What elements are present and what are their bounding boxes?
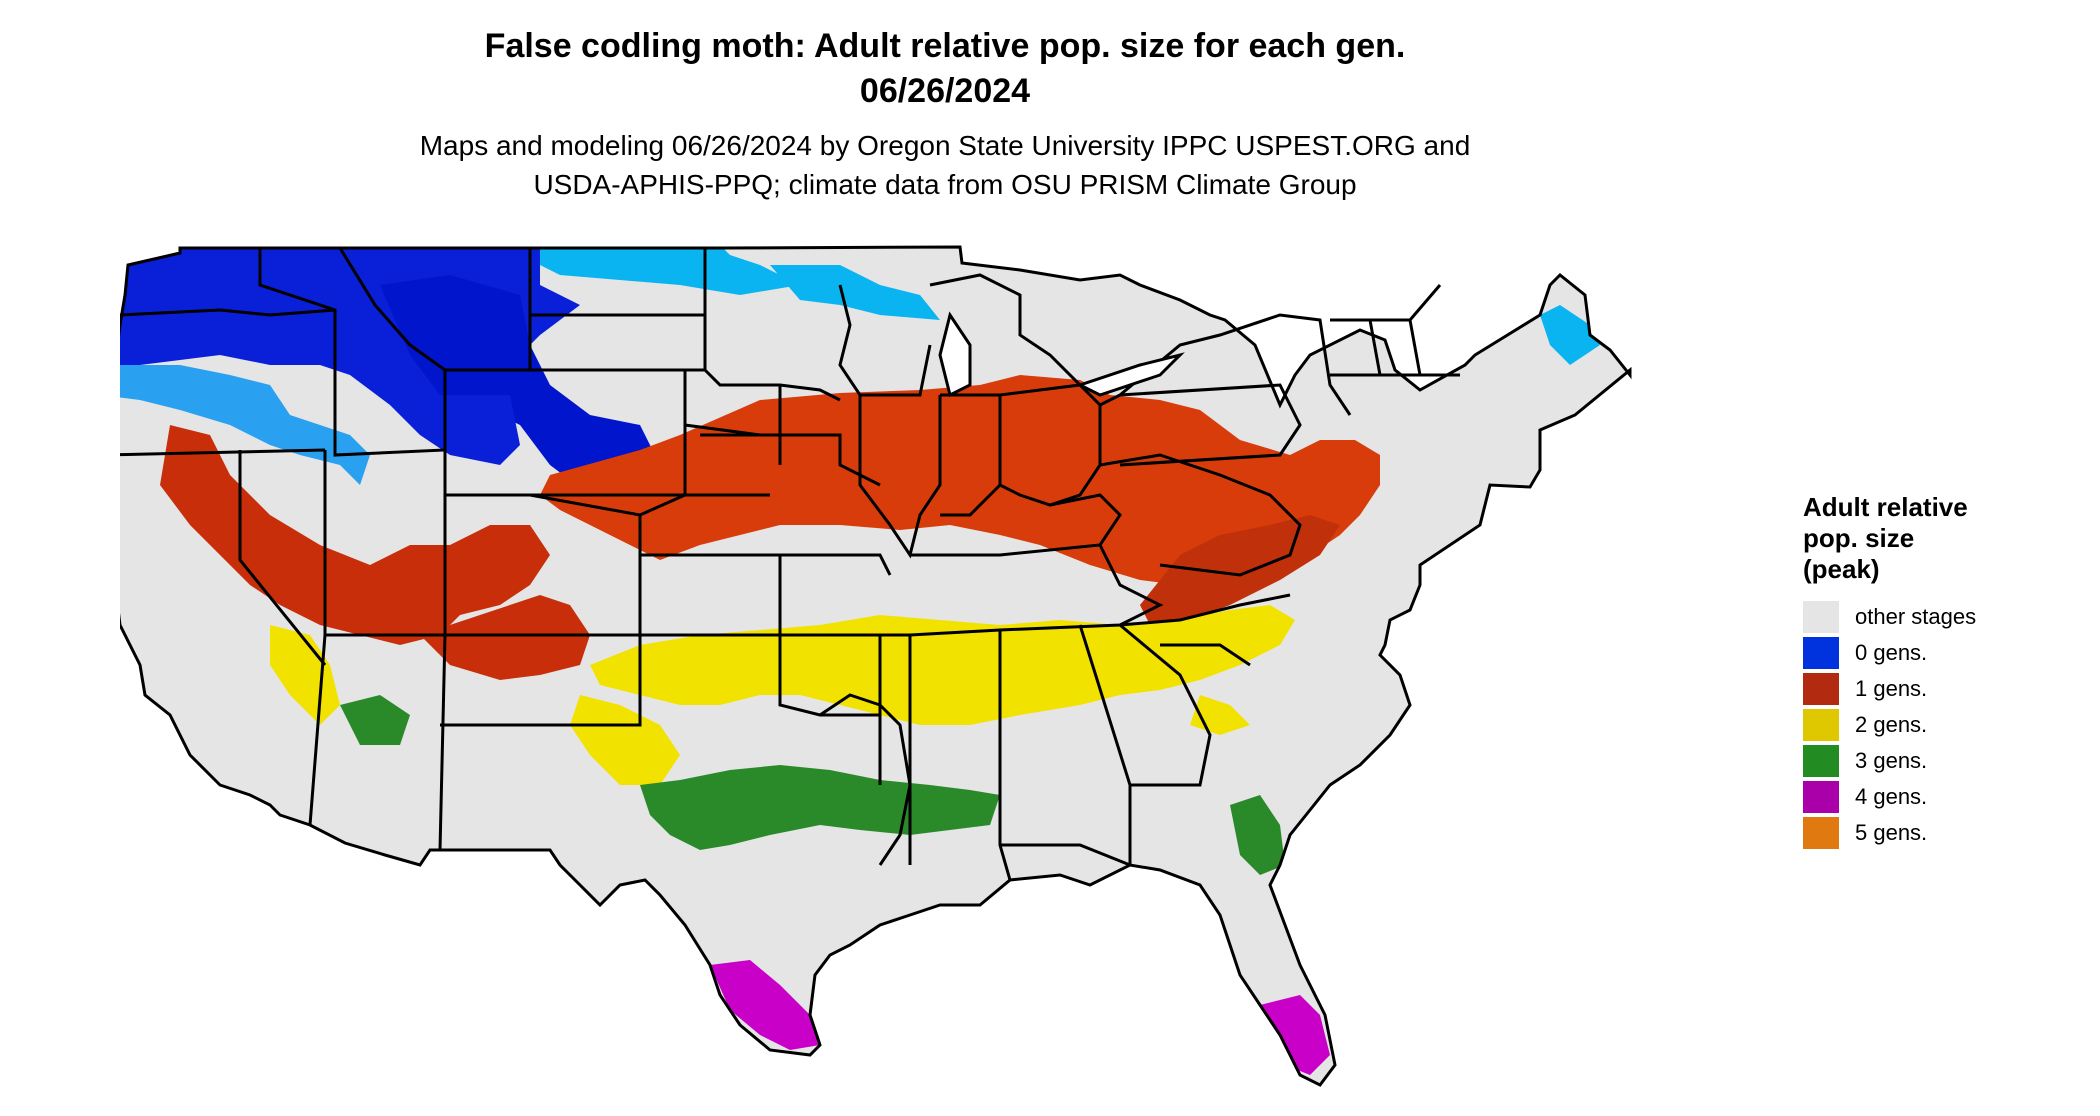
subtitle-line-2: USDA-APHIS-PPQ; climate data from OSU PR… xyxy=(533,169,1357,200)
wi-border xyxy=(838,284,932,397)
zone-1-gens-southwest xyxy=(160,425,550,645)
legend-items: other stages 0 gens. 1 gens. 2 gens. 3 g… xyxy=(1803,599,2073,851)
wa-or-border xyxy=(120,308,336,317)
legend-item-other-stages: other stages xyxy=(1803,599,2073,635)
az-nm-border xyxy=(308,634,642,851)
legend-item-1-gens: 1 gens. xyxy=(1803,671,2073,707)
legend-item-4-gens: 4 gens. xyxy=(1803,779,2073,815)
zone-3-gens-florida xyxy=(1230,795,1285,875)
ar-la-border xyxy=(780,633,882,785)
legend-swatch xyxy=(1803,637,1839,669)
legend-label: 3 gens. xyxy=(1855,748,1928,773)
map-title: False codling moth: Adult relative pop. … xyxy=(0,24,1890,204)
legend-title-line-3: (peak) xyxy=(1803,554,1880,584)
zone-0-gens-great-lakes xyxy=(770,265,940,320)
legend-label: other stages xyxy=(1855,604,1977,629)
legend-label: 2 gens. xyxy=(1855,712,1928,737)
tx-border xyxy=(640,633,912,866)
zone-4-gens-south-texas xyxy=(710,960,820,1050)
legend-item-0-gens: 0 gens. xyxy=(1803,635,2073,671)
legend-swatch xyxy=(1803,673,1839,705)
fl-border xyxy=(1000,785,1132,867)
legend-swatch xyxy=(1803,601,1839,633)
mi-border xyxy=(929,273,1082,387)
zone-1-gens-appalachia xyxy=(1140,515,1340,625)
legend-swatch xyxy=(1803,745,1839,777)
map-subtitle: Maps and modeling 06/26/2024 by Oregon S… xyxy=(0,126,1890,204)
legend-title-line-1: Adult relative xyxy=(1803,492,1968,522)
lake-erie xyxy=(1076,352,1185,397)
us-map xyxy=(120,225,1780,1115)
legend-label: 1 gens. xyxy=(1855,676,1928,701)
legend-title-line-2: pop. size xyxy=(1803,523,1915,553)
legend-label: 0 gens. xyxy=(1855,640,1928,665)
mn-ia-border xyxy=(703,248,841,402)
zone-1-gens-new-mexico xyxy=(420,595,590,680)
ga-border xyxy=(1078,623,1212,787)
legend-item-5-gens: 5 gens. xyxy=(1803,815,2073,851)
or-ca-border xyxy=(120,448,326,457)
legend-item-3-gens: 3 gens. xyxy=(1803,743,2073,779)
zone-4-gens-south-florida xyxy=(1260,995,1330,1075)
title-line-1: False codling moth: Adult relative pop. … xyxy=(484,27,1406,65)
generation-zones xyxy=(120,247,1600,1075)
zone-2-gens-texas-west xyxy=(570,695,680,785)
title-line-2: 06/26/2024 xyxy=(859,72,1031,110)
legend-swatch xyxy=(1803,709,1839,741)
state-boundaries xyxy=(120,245,1632,1087)
ky-border xyxy=(910,493,1122,557)
ny-border xyxy=(1119,313,1352,416)
zone-0-gens-northern-plains xyxy=(540,247,800,295)
us-outline xyxy=(120,245,1632,1087)
zone-0-gens-west-light xyxy=(120,365,370,485)
us-map-svg xyxy=(120,245,1632,1087)
pa-border xyxy=(1099,383,1302,467)
legend-swatch xyxy=(1803,817,1839,849)
carolinas-border xyxy=(1119,593,1291,667)
lake-michigan xyxy=(938,311,972,398)
legend-item-2-gens: 2 gens. xyxy=(1803,707,2073,743)
zone-0-gens-maine xyxy=(1540,305,1600,365)
legend-title: Adult relative pop. size (peak) xyxy=(1803,492,2073,585)
legend-label: 5 gens. xyxy=(1855,820,1928,845)
zone-1-gens-midwest xyxy=(540,375,1380,595)
map-legend: Adult relative pop. size (peak) other st… xyxy=(1803,492,2073,851)
nv-border xyxy=(238,450,327,666)
mo-ar-border xyxy=(770,553,892,635)
legend-swatch xyxy=(1803,781,1839,813)
new-england-border xyxy=(1330,284,1460,377)
zone-3-gens-arizona xyxy=(340,695,410,745)
subtitle-line-1: Maps and modeling 06/26/2024 by Oregon S… xyxy=(419,130,1471,161)
zone-2-gens-arizona xyxy=(270,625,340,725)
legend-label: 4 gens. xyxy=(1855,784,1928,809)
